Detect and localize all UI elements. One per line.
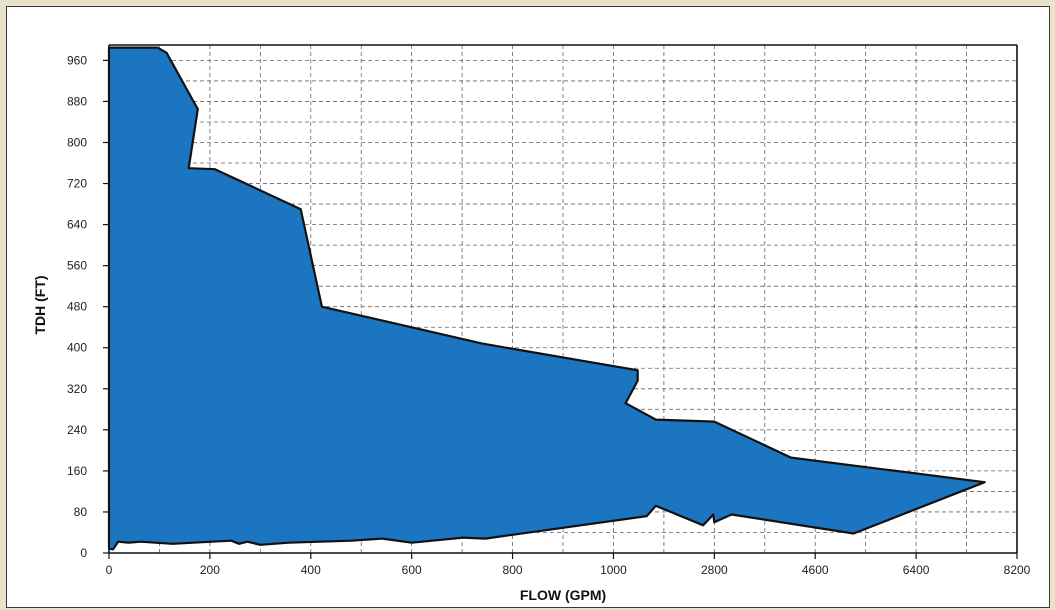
x-tick-label: 0 — [106, 563, 113, 577]
axes — [103, 44, 1018, 559]
y-tick-label: 320 — [67, 382, 87, 396]
y-tick-label: 400 — [67, 341, 87, 355]
y-tick-label: 240 — [67, 423, 87, 437]
x-tick-label: 200 — [200, 563, 220, 577]
x-axis-title: FLOW (GPM) — [520, 587, 606, 603]
y-tick-label: 160 — [67, 464, 87, 478]
x-tick-label: 600 — [402, 563, 422, 577]
x-tick-label: 8200 — [1004, 563, 1031, 577]
x-tick-label: 800 — [503, 563, 523, 577]
y-tick-label: 0 — [80, 546, 87, 560]
y-tick-label: 800 — [67, 135, 87, 149]
x-tick-label: 4600 — [802, 563, 829, 577]
y-tick-label: 960 — [67, 53, 87, 67]
x-tick-label: 2800 — [701, 563, 728, 577]
y-tick-label: 640 — [67, 218, 87, 232]
y-tick-label: 880 — [67, 94, 87, 108]
x-tick-label: 6400 — [903, 563, 930, 577]
y-tick-label: 480 — [67, 300, 87, 314]
x-tick-label: 400 — [301, 563, 321, 577]
y-tick-label: 80 — [74, 505, 88, 519]
y-tick-label: 560 — [67, 259, 87, 273]
y-tick-label: 720 — [67, 177, 87, 191]
x-tick-label: 1000 — [600, 563, 627, 577]
envelope-area — [107, 46, 986, 551]
performance-envelope — [107, 46, 986, 551]
y-axis-title: TDH (FT) — [32, 275, 48, 334]
tick-labels: 0 200 400 600 800 1000 2800 4600 6400 8200 0 80 160 2… — [67, 53, 1031, 577]
